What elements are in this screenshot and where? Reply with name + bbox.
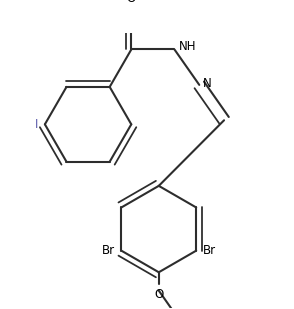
Text: NH: NH [178, 40, 196, 53]
Text: I: I [35, 118, 38, 131]
Text: Br: Br [102, 244, 115, 257]
Text: Br: Br [203, 244, 216, 257]
Text: N: N [203, 77, 212, 90]
Text: O: O [127, 0, 136, 5]
Text: O: O [154, 288, 163, 301]
